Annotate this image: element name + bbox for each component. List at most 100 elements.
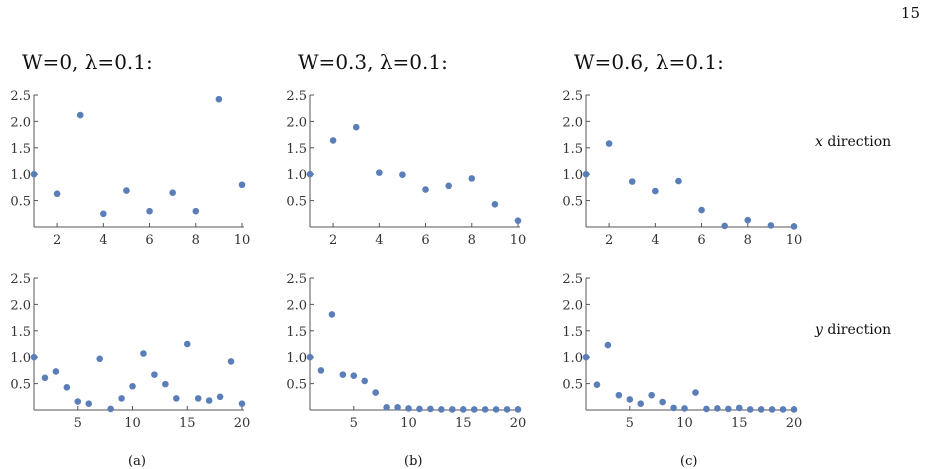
y-tick-label: 1.5	[562, 325, 583, 340]
x-tick-label: 2	[53, 233, 61, 248]
data-point	[74, 398, 82, 405]
data-point	[757, 406, 765, 413]
x-tick-label: 5	[626, 416, 634, 431]
data-point	[76, 111, 84, 119]
data-point	[238, 400, 246, 407]
y-tick-label: 1.5	[10, 142, 31, 157]
y-tick-label: 2.0	[10, 298, 31, 313]
column-title-w03: W=0.3, λ=0.1:	[298, 50, 448, 74]
y-tick-label: 1.5	[286, 142, 307, 157]
data-point	[626, 396, 634, 403]
data-point	[422, 186, 429, 193]
data-point	[714, 405, 721, 412]
data-point	[445, 182, 452, 190]
y-tick-label: 0.5	[286, 378, 307, 393]
data-point	[405, 405, 412, 412]
data-point	[582, 353, 590, 361]
data-point	[169, 189, 176, 196]
data-point	[383, 404, 390, 411]
row-label-var: x	[815, 134, 823, 150]
data-point	[514, 217, 522, 224]
data-point	[746, 406, 754, 413]
x-tick-label: 8	[744, 233, 752, 248]
data-point	[615, 391, 623, 399]
data-point	[350, 372, 358, 379]
x-tick-label: 10	[234, 233, 251, 248]
data-point	[53, 190, 61, 198]
data-point	[41, 374, 49, 382]
sub-label-a: (a)	[128, 454, 146, 469]
data-point	[767, 222, 775, 229]
x-tick-label: 10	[400, 416, 417, 431]
row-label-text: direction	[822, 134, 892, 150]
y-tick-label: 1.0	[562, 168, 583, 183]
data-point	[173, 395, 180, 402]
y-tick-label: 2.5	[562, 272, 583, 287]
y-tick-label: 1.5	[10, 325, 31, 340]
data-point	[648, 391, 655, 399]
sub-label-b: (b)	[404, 454, 423, 469]
data-point	[151, 371, 158, 378]
data-point	[372, 389, 379, 396]
data-point	[376, 169, 383, 176]
x-tick-label: 4	[375, 233, 383, 248]
data-point	[328, 311, 336, 318]
x-tick-label: 15	[179, 416, 196, 431]
data-point	[146, 207, 153, 215]
x-tick-label: 10	[676, 416, 693, 431]
data-point	[329, 137, 337, 144]
y-tick-label: 0.5	[562, 195, 583, 210]
x-tick-label: 4	[651, 233, 659, 248]
data-point	[768, 406, 776, 413]
data-point	[491, 200, 499, 208]
row-label-x-direction: x direction	[815, 134, 891, 150]
data-point	[215, 95, 223, 103]
data-point	[192, 207, 200, 215]
data-point	[459, 406, 467, 413]
x-tick-label: 6	[421, 233, 429, 248]
y-tick-label: 1.0	[10, 168, 31, 183]
y-tick-label: 1.0	[286, 351, 307, 366]
data-point	[604, 341, 612, 349]
y-tick-label: 0.5	[10, 195, 31, 210]
data-point	[670, 404, 677, 412]
data-point	[107, 405, 114, 413]
data-point	[216, 393, 224, 401]
x-tick-label: 15	[455, 416, 472, 431]
data-point	[85, 400, 93, 407]
data-point	[361, 377, 369, 385]
x-tick-label: 15	[731, 416, 748, 431]
y-tick-label: 2.5	[10, 272, 31, 287]
x-tick-label: 10	[786, 233, 803, 248]
data-point	[637, 400, 645, 407]
y-tick-label: 2.0	[562, 298, 583, 313]
data-point	[681, 405, 688, 412]
data-point	[96, 355, 103, 363]
data-point	[317, 367, 325, 374]
row-label-var: y	[815, 322, 823, 338]
data-point	[735, 404, 743, 412]
data-point	[703, 405, 710, 413]
data-point	[692, 389, 699, 396]
x-tick-label: 2	[605, 233, 613, 248]
plot-x-w0: 0.5 1.0 1.5 2.0 2.5 2 4 6 8 10	[10, 89, 251, 248]
x-tick-label: 20	[786, 416, 803, 431]
data-point	[582, 170, 590, 178]
data-point	[30, 170, 38, 178]
data-point	[140, 350, 147, 357]
data-point	[514, 406, 522, 413]
data-point	[468, 175, 476, 182]
data-point	[492, 406, 500, 413]
plot-y-w06: 0.5 1.0 1.5 2.0 2.5 5 10 15 20	[562, 272, 803, 431]
y-tick-label: 2.0	[562, 115, 583, 130]
data-point	[30, 353, 38, 361]
data-point	[306, 353, 314, 361]
x-tick-label: 4	[99, 233, 107, 248]
column-title-w06: W=0.6, λ=0.1:	[574, 50, 724, 74]
x-tick-label: 20	[510, 416, 527, 431]
page-number: 15	[900, 4, 920, 22]
data-point	[744, 216, 752, 224]
x-tick-label: 10	[510, 233, 527, 248]
x-tick-label: 8	[192, 233, 200, 248]
data-point	[227, 358, 235, 365]
